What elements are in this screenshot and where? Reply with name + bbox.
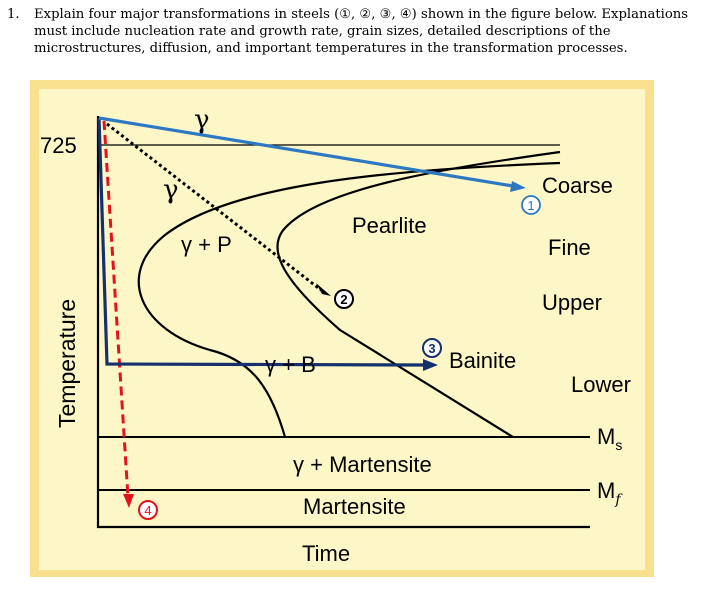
svg-text:3: 3 <box>428 341 435 356</box>
temperature-725-label: 725 <box>40 133 77 158</box>
gamma-left-label: γ <box>163 175 179 205</box>
marker-4: 4 <box>138 500 158 520</box>
ms-label: Ms <box>597 424 622 453</box>
lower-label: Lower <box>571 372 631 397</box>
martensite-label: Martensite <box>303 494 406 519</box>
path3-arrowhead <box>423 359 438 371</box>
svg-text:2: 2 <box>340 292 347 307</box>
marker-3: 3 <box>422 338 442 358</box>
path4-arrowhead <box>123 494 134 508</box>
gamma-martensite-label: γ + Martensite <box>293 452 432 477</box>
marker-2: 2 <box>334 289 354 309</box>
upper-label: Upper <box>542 290 602 315</box>
svg-text:1: 1 <box>527 198 534 213</box>
path1-line <box>98 116 514 188</box>
gamma-plus-b-label: γ + B <box>265 352 316 377</box>
question-number: 1. <box>7 7 20 22</box>
gamma-plus-p-label: γ + P <box>181 232 232 257</box>
x-axis-label: Time <box>302 541 350 566</box>
y-axis-label: Temperature <box>54 299 80 428</box>
gamma-top-label: γ <box>194 105 210 135</box>
mf-label: Mf <box>597 478 623 508</box>
path4-quench-line <box>102 120 130 498</box>
path2-arrowhead <box>316 283 331 296</box>
marker-1: 1 <box>521 195 541 215</box>
bainite-label: Bainite <box>449 348 516 373</box>
path1-arrowhead <box>510 181 526 192</box>
question-body: Explain four major transformations in st… <box>34 7 689 56</box>
coarse-label: Coarse <box>542 173 613 198</box>
svg-text:4: 4 <box>144 503 151 518</box>
question-text: 1. Explain four major transformations in… <box>7 6 704 57</box>
finish-curve <box>276 150 561 438</box>
fine-label: Fine <box>548 235 591 260</box>
path3-line <box>97 117 426 367</box>
pearlite-label: Pearlite <box>352 213 427 238</box>
